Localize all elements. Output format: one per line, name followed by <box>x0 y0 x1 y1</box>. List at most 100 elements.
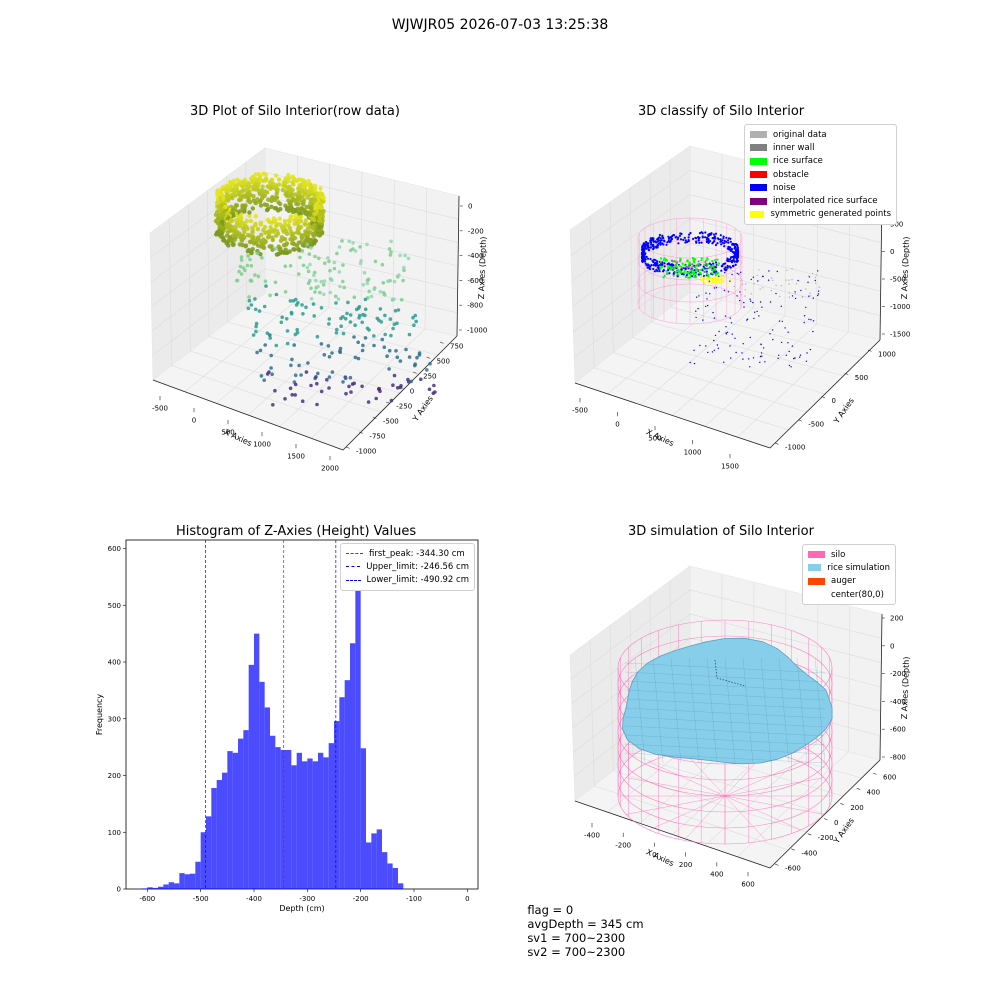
raw-point <box>274 343 279 348</box>
cls-noise-point <box>667 269 670 272</box>
raw-point <box>275 208 281 213</box>
raw-point <box>240 220 245 226</box>
cls-z-tick-label: -1000 <box>890 303 910 311</box>
raw-point <box>247 213 252 219</box>
raw-point <box>264 284 268 288</box>
simulation-legend-swatch <box>808 564 822 572</box>
raw-point <box>309 197 314 202</box>
cls-noise-point <box>708 262 711 265</box>
raw-point <box>327 322 331 326</box>
raw-point <box>382 345 387 350</box>
raw-point <box>404 347 408 352</box>
raw-point <box>271 229 276 234</box>
raw-point <box>402 265 406 270</box>
raw-point <box>283 176 289 181</box>
raw-point <box>255 236 260 241</box>
cls-noise-point <box>714 232 718 235</box>
cls-y-tick-label: -1000 <box>785 444 805 452</box>
raw-point <box>317 215 323 220</box>
raw-point <box>237 231 242 236</box>
cls-noise-point <box>729 240 732 243</box>
cls-noise-point <box>684 239 687 242</box>
raw-point <box>319 279 324 284</box>
avg-depth-text: avgDepth = 345 cm <box>527 917 644 931</box>
raw-point <box>372 287 377 292</box>
raw-point <box>300 399 305 404</box>
raw-point <box>319 342 324 346</box>
raw-point <box>309 246 313 250</box>
raw-point <box>304 370 309 374</box>
raw-point <box>228 218 234 223</box>
raw-point <box>414 319 419 324</box>
cls-noise-point <box>726 239 730 242</box>
raw-point <box>317 218 323 224</box>
raw-point <box>319 306 324 310</box>
raw-point <box>273 173 279 178</box>
raw-point <box>318 290 322 295</box>
raw-point <box>369 294 374 299</box>
cls-noise-point <box>695 240 698 243</box>
raw-point <box>337 245 342 249</box>
cls-noise-point <box>687 236 690 239</box>
raw-point <box>231 178 236 184</box>
raw-point <box>251 235 256 240</box>
raw-point <box>284 231 290 237</box>
raw-point <box>286 198 291 203</box>
histogram-legend-item: first_peak: -344.30 cm <box>346 547 469 560</box>
raw-point <box>272 185 277 190</box>
raw-point <box>341 263 345 267</box>
raw-point <box>282 219 288 224</box>
cls-noise-point <box>661 234 664 237</box>
classify-legend-swatch <box>750 171 767 179</box>
raw-point <box>387 348 392 353</box>
sim-y-tick-label: 200 <box>850 804 863 812</box>
classify-legend-label: noise <box>773 182 796 193</box>
cls-noise-point <box>656 270 659 273</box>
classify-legend-swatch <box>750 144 767 152</box>
raw-point <box>294 178 300 184</box>
sim-y-tick-label: -200 <box>818 834 834 842</box>
raw-point <box>246 306 251 311</box>
raw-point <box>280 315 285 320</box>
raw-point <box>294 297 298 302</box>
sim-x-axis-label: X Axies <box>645 847 676 868</box>
raw-point <box>363 297 368 302</box>
sv1-text: sv1 = 700~2300 <box>527 931 626 945</box>
raw-point <box>407 332 412 337</box>
histogram-legend-swatch <box>346 579 361 581</box>
raw-point <box>305 265 310 270</box>
raw-point <box>293 207 298 213</box>
raw-point <box>276 177 282 182</box>
raw-point <box>380 262 385 267</box>
raw-point <box>287 249 292 254</box>
raw-point <box>271 181 276 187</box>
classify-legend-swatch <box>750 210 765 218</box>
raw-point <box>268 333 272 337</box>
cls-grid-z <box>571 194 882 282</box>
raw-point <box>277 216 282 221</box>
raw-point <box>242 177 248 183</box>
raw-point <box>285 341 290 346</box>
raw-y-tick <box>413 371 417 374</box>
raw-point <box>253 273 257 277</box>
raw-point <box>262 304 267 309</box>
raw-point <box>352 335 356 339</box>
raw-point <box>343 316 348 321</box>
raw-y-tick <box>426 356 431 359</box>
raw-point <box>279 235 284 240</box>
cls-noise-point <box>656 244 659 247</box>
raw-y-tick-label: 750 <box>450 343 463 351</box>
raw-point <box>305 226 311 231</box>
raw-point <box>231 242 236 247</box>
raw-point <box>270 220 275 225</box>
raw-point <box>399 384 403 388</box>
sv2-text: sv2 = 700~2300 <box>527 945 626 959</box>
raw-point <box>257 177 262 182</box>
raw-point <box>268 186 273 191</box>
raw-point <box>220 219 225 225</box>
cls-noise-point <box>704 236 707 239</box>
raw-point <box>254 329 258 334</box>
raw-point <box>296 186 301 191</box>
raw-point <box>298 214 303 220</box>
